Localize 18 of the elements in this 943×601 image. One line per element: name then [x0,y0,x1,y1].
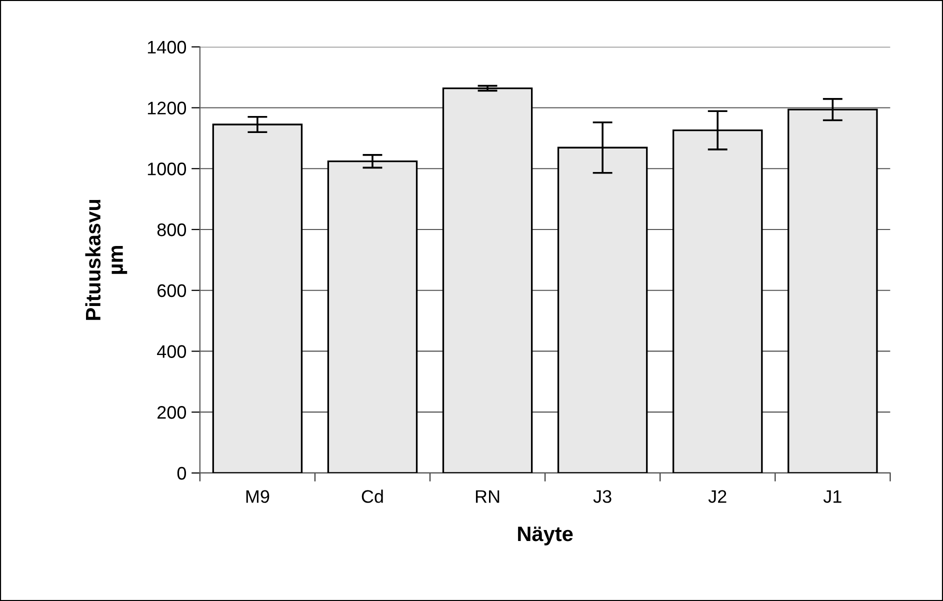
x-axis-title: Näyte [518,526,573,546]
y-tick-label: 1200 [148,102,186,114]
y-tick-label: 400 [157,345,186,358]
y-axis-title: Pituuskasvu µm [85,200,128,320]
y-tick-label: 600 [158,284,186,298]
y-tick-label: 0 [177,466,186,480]
x-tick-label: M9 [246,490,270,503]
x-tick-label: J3 [593,490,612,503]
y-tick-label: 1000 [148,162,186,176]
bar [442,87,533,473]
x-tick-label: J1 [823,490,842,503]
y-tick-label: 1400 [148,40,186,54]
x-tick-label: Cd [362,490,383,503]
x-tick-label: RN [476,490,500,503]
y-tick-label: 200 [158,406,186,419]
bar [327,160,418,473]
y-tick-label: 800 [157,223,186,236]
x-tick-label: J2 [708,490,726,503]
